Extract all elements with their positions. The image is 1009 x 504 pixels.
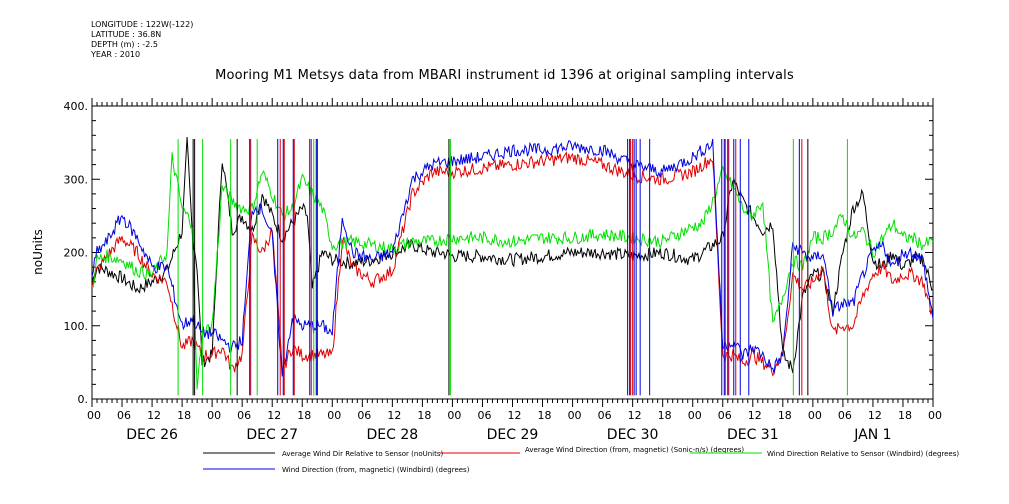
y-tick-label: 400. [64,100,89,113]
x-tick-label: 00 [568,409,582,422]
day-label: DEC 28 [367,427,419,443]
x-tick-label: 12 [147,409,161,422]
x-tick-label: 00 [688,409,702,422]
y-tick-label: 0. [78,393,89,406]
series-line-1 [91,136,934,374]
x-tick-label: 12 [508,409,522,422]
year-text: YEAR : 2010 [91,50,141,59]
x-tick-label: 18 [658,409,672,422]
x-tick-label: 12 [628,409,642,422]
x-tick-label: 12 [868,409,882,422]
x-tick-label: 00 [207,409,221,422]
y-tick-label: 100. [64,320,89,333]
legend-label: Average Wind Dir Relative to Sensor (noU… [282,450,443,458]
legend: Average Wind Dir Relative to Sensor (noU… [203,446,959,474]
x-tick-label: 18 [177,409,191,422]
x-tick-label: 18 [417,409,431,422]
series-line-4 [91,138,934,377]
x-tick-label: 06 [838,409,852,422]
x-tick-label: 18 [778,409,792,422]
longitude-text: LONGITUDE : 122W(-122) [91,20,194,29]
x-tick-label: 00 [808,409,822,422]
chart-title: Mooring M1 Metsys data from MBARI instru… [215,68,794,83]
x-tick-label: 06 [357,409,371,422]
x-tick-label: 12 [267,409,281,422]
legend-label: Wind Direction Relative to Sensor (Windb… [767,450,959,458]
day-label: DEC 29 [487,427,539,443]
day-label: DEC 31 [727,427,779,443]
x-tick-label: 18 [898,409,912,422]
x-tick-label: 00 [87,409,101,422]
depth-text: DEPTH (m) : -2.5 [91,40,158,49]
x-tick-label: 06 [237,409,251,422]
x-tick-label: 12 [387,409,401,422]
legend-label: Average Wind Direction (from, magnetic) … [525,446,744,454]
x-tick-label: 06 [598,409,612,422]
y-axis-label: noUnits [31,229,45,275]
day-label: JAN 1 [853,427,891,443]
latitude-text: LATITUDE : 36.8N [91,30,162,39]
y-axis: 0. 100. 200. 300. 400. [64,100,933,406]
series-line-2 [91,150,934,377]
x-tick-label: 00 [928,409,942,422]
y-tick-label: 300. [64,173,89,186]
x-tick-label: 18 [297,409,311,422]
day-label: DEC 30 [607,427,659,443]
x-tick-label: 00 [327,409,341,422]
x-tick-label: 06 [477,409,491,422]
x-tick-label: 06 [117,409,131,422]
x-tick-label: 12 [748,409,762,422]
legend-label: Wind Direction (from, magnetic) (Windbir… [282,466,470,474]
day-label: DEC 27 [246,427,298,443]
x-tick-label: 06 [718,409,732,422]
x-axis: 00 06 12 18 00 06 12 18 00 06 12 18 00 06 12 18 00 06 12 18… [87,98,942,443]
x-tick-label: 18 [538,409,552,422]
y-tick-label: 200. [64,247,89,260]
series-line-3 [91,152,934,390]
day-label: DEC 26 [126,427,178,443]
metadata-block: LONGITUDE : 122W(-122) LATITUDE : 36.8N … [91,20,193,60]
x-tick-label: 00 [447,409,461,422]
series-layer [91,136,934,396]
